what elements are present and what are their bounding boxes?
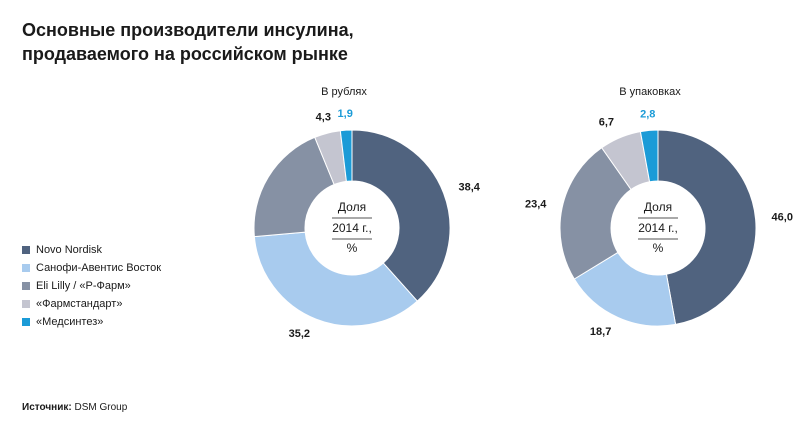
center-text: % [347, 241, 358, 255]
legend-label: Eli Lilly / «Р-Фарм» [36, 280, 131, 292]
title-line: Основные производители инсулина, [22, 20, 354, 40]
legend-label: Novo Nordisk [36, 244, 103, 256]
source-label: Источник: [22, 402, 72, 413]
source-text: DSM Group [74, 402, 127, 413]
legend-swatch [22, 246, 30, 254]
value-label: 2,8 [640, 108, 655, 120]
donut-segment [639, 129, 659, 183]
legend-swatch [22, 300, 30, 308]
legend-swatch [22, 264, 30, 272]
center-text: 2014 г., [638, 221, 678, 235]
donut-segment [351, 129, 451, 302]
center-text: 2014 г., [332, 221, 372, 235]
chart-title: В рублях [321, 86, 367, 98]
legend-swatch [22, 282, 30, 290]
legend-label: Санофи-Авентис Восток [36, 262, 161, 274]
value-label: 38,4 [459, 181, 481, 193]
donut-segment [253, 136, 335, 238]
donut-segment [339, 129, 353, 182]
value-label: 6,7 [599, 117, 614, 129]
value-label: 46,0 [772, 212, 793, 224]
center-text: % [653, 241, 664, 255]
title-line: продаваемого на российском рынке [22, 44, 348, 64]
donut-segment [253, 231, 418, 327]
value-label: 18,7 [590, 326, 611, 338]
chart-title: В упаковках [619, 86, 681, 98]
legend-label: «Фармстандарт» [36, 298, 122, 310]
value-label: 4,3 [316, 112, 331, 124]
legend-swatch [22, 318, 30, 326]
value-label: 35,2 [289, 328, 310, 340]
center-text: Доля [338, 200, 366, 214]
donut-hole [306, 182, 398, 274]
center-text: Доля [644, 200, 672, 214]
donut-hole [612, 182, 704, 274]
source: Источник: DSM Group [22, 402, 128, 413]
value-label: 23,4 [525, 199, 547, 211]
legend-label: «Медсинтез» [36, 316, 103, 328]
value-label: 1,9 [338, 108, 353, 120]
donut-segment [559, 147, 632, 280]
donut-segment [657, 129, 757, 325]
donut-segment [573, 251, 677, 327]
